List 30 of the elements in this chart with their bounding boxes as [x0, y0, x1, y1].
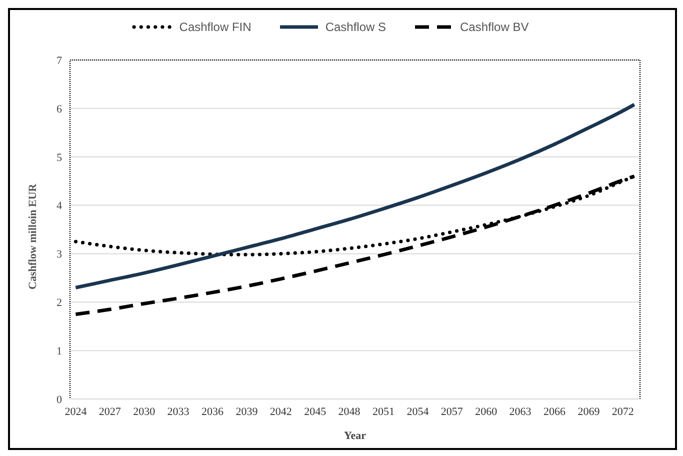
x-tick-label: 2024	[64, 406, 88, 418]
x-tick-label: 2027	[98, 406, 122, 418]
x-tick-label: 2042	[270, 406, 292, 418]
y-tick-label: 0	[56, 394, 62, 406]
x-tick-label: 2057	[440, 406, 464, 418]
x-tick-label: 2072	[612, 406, 634, 418]
y-axis-title: Cashflow milloin EUR	[26, 182, 39, 290]
x-tick-label: 2048	[338, 406, 361, 418]
x-tick-label: 2036	[202, 406, 224, 418]
x-tick-label: 2051	[372, 406, 394, 418]
y-tick-label: 6	[56, 103, 62, 116]
y-tick-label: 5	[56, 152, 62, 164]
legend-label: Cashflow FIN	[179, 20, 252, 34]
y-tick-label: 4	[56, 200, 62, 212]
y-tick-label: 1	[56, 345, 62, 358]
x-tick-label: 2033	[167, 406, 190, 418]
y-tick-label: 7	[56, 54, 62, 67]
x-tick-label: 2030	[133, 406, 156, 418]
x-tick-label: 2054	[406, 406, 430, 418]
x-axis-title: Year	[344, 430, 366, 442]
x-tick-label: 2069	[578, 406, 600, 418]
x-tick-label: 2066	[544, 406, 566, 418]
legend-label: Cashflow BV	[460, 20, 529, 34]
x-tick-label: 2060	[475, 406, 498, 418]
x-tick-label: 2045	[304, 406, 327, 418]
y-tick-label: 2	[56, 297, 62, 310]
x-tick-label: 2039	[236, 406, 258, 418]
x-tick-label: 2063	[509, 406, 532, 418]
legend-label: Cashflow S	[325, 20, 386, 34]
y-tick-label: 3	[56, 248, 62, 261]
